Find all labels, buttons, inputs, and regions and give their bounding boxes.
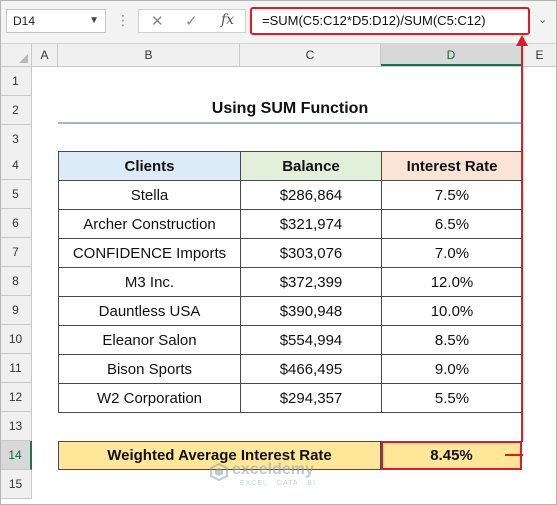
balance-cell[interactable]: $554,994 — [240, 325, 382, 355]
balance-cell[interactable]: $286,864 — [240, 180, 382, 210]
balance-cell[interactable]: $466,495 — [240, 354, 382, 384]
formula-actions: ✕ ✓ fx — [138, 9, 246, 33]
table-row: Dauntless USA $390,948 10.0% — [58, 296, 523, 326]
row-header-10[interactable]: 10 — [0, 325, 32, 354]
row-header-13[interactable]: 13 — [0, 412, 32, 441]
arrow-up-icon — [516, 35, 528, 46]
client-cell[interactable]: Eleanor Salon — [58, 325, 241, 355]
column-header-b[interactable]: B — [58, 44, 240, 66]
row-header-8[interactable]: 8 — [0, 267, 32, 296]
row-header-1[interactable]: 1 — [0, 67, 32, 96]
table-header-row: Clients Balance Interest Rate — [58, 151, 523, 181]
annotation-arrow-line — [521, 44, 523, 442]
row-header-9[interactable]: 9 — [0, 296, 32, 325]
exceldemy-logo-icon — [210, 463, 228, 481]
more-options-icon[interactable]: ⋮ — [116, 12, 131, 28]
column-header-bar: A B C D E — [0, 44, 557, 67]
header-clients[interactable]: Clients — [58, 151, 241, 181]
balance-cell[interactable]: $321,974 — [240, 209, 382, 239]
rate-cell[interactable]: 9.0% — [381, 354, 523, 384]
client-cell[interactable]: Stella — [58, 180, 241, 210]
rate-cell[interactable]: 7.5% — [381, 180, 523, 210]
client-cell[interactable]: Archer Construction — [58, 209, 241, 239]
header-interest-rate[interactable]: Interest Rate — [381, 151, 523, 181]
row-header-12[interactable]: 12 — [0, 383, 32, 412]
select-all-button[interactable] — [0, 44, 32, 66]
watermark-tagline: EXCEL · DATA · BI — [240, 480, 316, 487]
rate-cell[interactable]: 5.5% — [381, 383, 523, 413]
sheet-title[interactable]: Using SUM Function — [211, 100, 369, 117]
formula-input[interactable]: =SUM(C5:C12*D5:D12)/SUM(C5:C12) — [250, 7, 530, 35]
table-row: Archer Construction $321,974 6.5% — [58, 209, 523, 239]
client-cell[interactable]: Bison Sports — [58, 354, 241, 384]
client-cell[interactable]: W2 Corporation — [58, 383, 241, 413]
chevron-down-icon[interactable]: ▼ — [89, 15, 99, 26]
row-header-4[interactable]: 4 — [0, 151, 32, 180]
table-row: W2 Corporation $294,357 5.5% — [58, 383, 523, 413]
table-row: Bison Sports $466,495 9.0% — [58, 354, 523, 384]
clients-table: Clients Balance Interest Rate Stella $28… — [58, 151, 523, 413]
enter-icon[interactable]: ✓ — [185, 13, 198, 30]
client-cell[interactable]: Dauntless USA — [58, 296, 241, 326]
column-header-e[interactable]: E — [535, 48, 544, 62]
rate-cell[interactable]: 12.0% — [381, 267, 523, 297]
header-balance[interactable]: Balance — [240, 151, 382, 181]
balance-cell[interactable]: $372,399 — [240, 267, 382, 297]
rate-cell[interactable]: 7.0% — [381, 238, 523, 268]
title-underline — [58, 122, 522, 124]
row-header-11[interactable]: 11 — [0, 354, 32, 383]
row-header-5[interactable]: 5 — [0, 180, 32, 209]
expand-formula-bar-icon[interactable]: ⌄ — [538, 14, 548, 26]
table-row: Stella $286,864 7.5% — [58, 180, 523, 210]
client-cell[interactable]: CONFIDENCE Imports — [58, 238, 241, 268]
row-header-2[interactable]: 2 — [0, 96, 32, 125]
column-header-c[interactable]: C — [240, 44, 381, 66]
column-header-d[interactable]: D — [381, 44, 522, 66]
annotation-arrow-connector — [505, 454, 523, 456]
row-header-15[interactable]: 15 — [0, 470, 32, 499]
table-row: Eleanor Salon $554,994 8.5% — [58, 325, 523, 355]
table-row: M3 Inc. $372,399 12.0% — [58, 267, 523, 297]
name-box[interactable]: D14 ▼ — [6, 9, 106, 33]
insert-function-icon[interactable]: fx — [221, 12, 235, 28]
row-header-7[interactable]: 7 — [0, 238, 32, 267]
rate-cell[interactable]: 6.5% — [381, 209, 523, 239]
balance-cell[interactable]: $390,948 — [240, 296, 382, 326]
watermark: exceldemy EXCEL · DATA · BI — [210, 461, 370, 491]
row-header-3[interactable]: 3 — [0, 125, 32, 154]
rate-cell[interactable]: 10.0% — [381, 296, 523, 326]
client-cell[interactable]: M3 Inc. — [58, 267, 241, 297]
column-header-a[interactable]: A — [32, 44, 58, 66]
row-header-14[interactable]: 14 — [0, 441, 32, 470]
name-box-value: D14 — [13, 14, 36, 28]
balance-cell[interactable]: $303,076 — [240, 238, 382, 268]
rate-cell[interactable]: 8.5% — [381, 325, 523, 355]
table-row: CONFIDENCE Imports $303,076 7.0% — [58, 238, 523, 268]
cancel-icon[interactable]: ✕ — [151, 13, 164, 30]
row-header-6[interactable]: 6 — [0, 209, 32, 238]
formula-bar: D14 ▼ ⋮ ✕ ✓ fx =SUM(C5:C12*D5:D12)/SUM(C… — [0, 0, 557, 44]
watermark-name: exceldemy — [232, 461, 314, 478]
balance-cell[interactable]: $294,357 — [240, 383, 382, 413]
weighted-average-value[interactable]: 8.45% — [381, 441, 522, 470]
